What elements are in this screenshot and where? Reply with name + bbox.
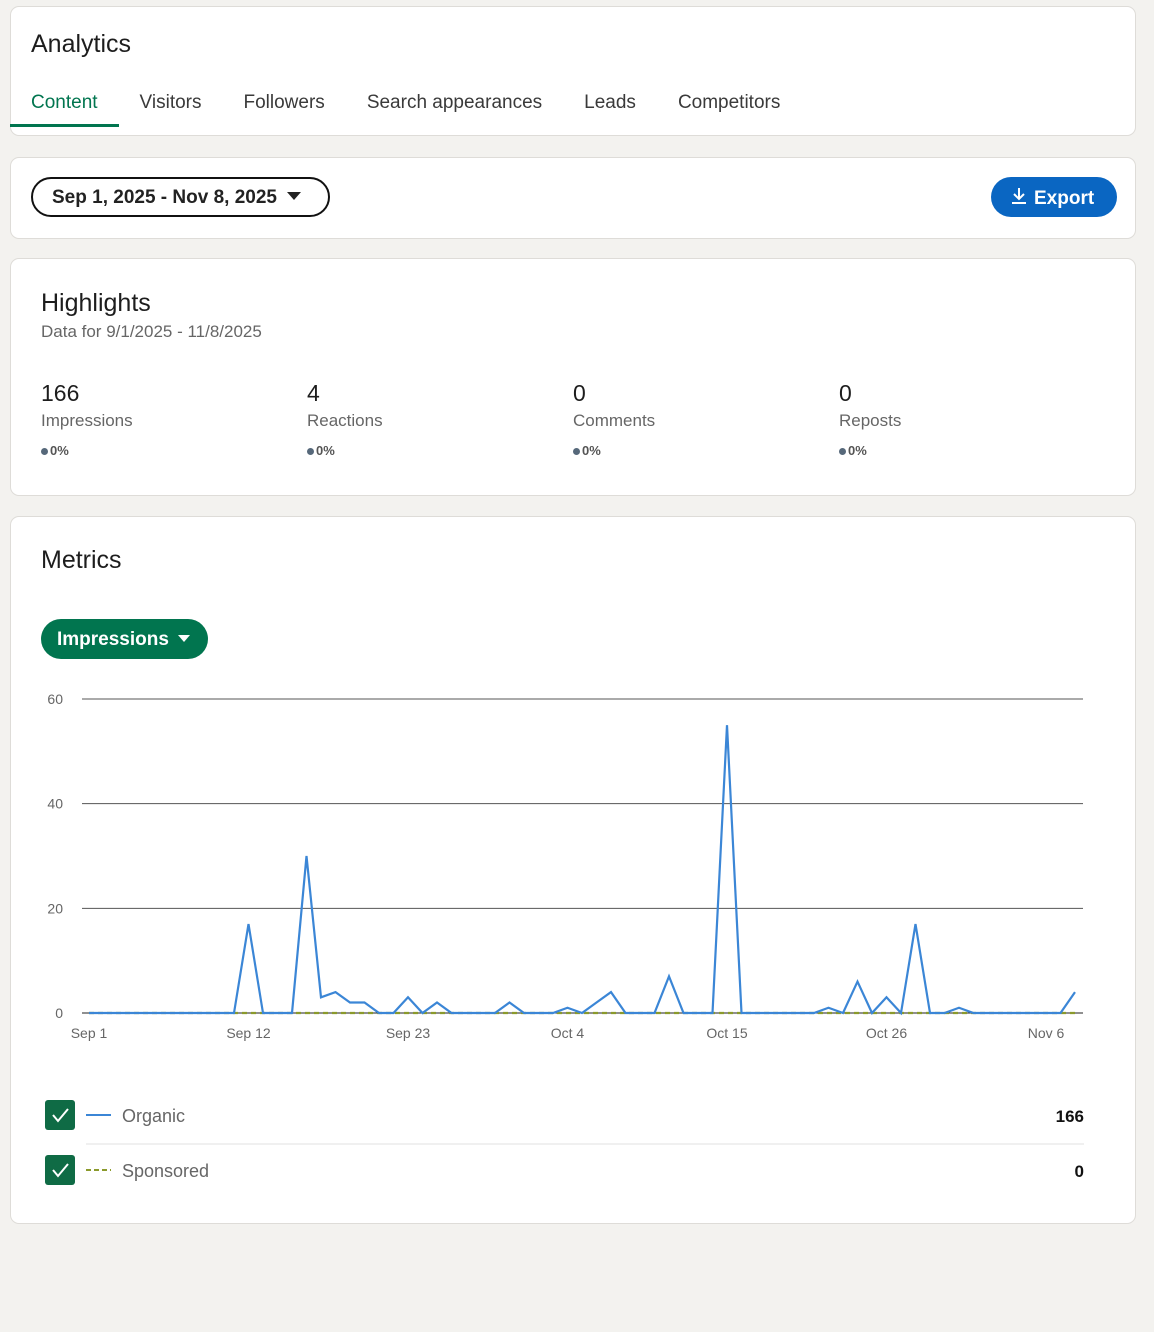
- dot: [307, 448, 314, 455]
- stat-change: 0%: [41, 443, 301, 458]
- change-text: 0%: [50, 443, 69, 458]
- dot: [573, 448, 580, 455]
- y-tick-label: 60: [47, 691, 63, 707]
- stat: 166 Impressions 0%: [41, 380, 301, 458]
- check-icon: [52, 1108, 69, 1123]
- x-tick-label: Sep 1: [71, 1025, 108, 1041]
- change-text: 0%: [848, 443, 867, 458]
- stat: 0 Comments 0%: [573, 380, 833, 458]
- legend-checkbox[interactable]: [45, 1155, 75, 1185]
- date-range-button[interactable]: Sep 1, 2025 - Nov 8, 2025: [31, 177, 330, 217]
- legend-checkbox[interactable]: [45, 1100, 75, 1130]
- metric-label: Impressions: [57, 629, 169, 650]
- stat-value: 4: [307, 380, 320, 406]
- metrics-title: Metrics: [41, 546, 122, 574]
- header-card: [10, 6, 1136, 136]
- legend-name: Sponsored: [122, 1161, 209, 1181]
- y-tick-label: 40: [47, 796, 63, 812]
- x-tick-label: Nov 6: [1028, 1025, 1065, 1041]
- tab[interactable]: Competitors: [677, 92, 781, 113]
- export-button[interactable]: Export: [991, 177, 1117, 217]
- x-tick-label: Sep 23: [386, 1025, 431, 1041]
- x-tick-label: Sep 12: [226, 1025, 271, 1041]
- page-title: Analytics: [31, 30, 132, 58]
- x-tick-label: Oct 26: [866, 1025, 907, 1041]
- date-range-text: Sep 1, 2025 - Nov 8, 2025: [52, 187, 277, 208]
- legend-total: 0: [1075, 1162, 1084, 1181]
- y-tick-label: 20: [47, 900, 63, 916]
- tab[interactable]: Followers: [243, 92, 325, 113]
- highlights-title: Highlights: [41, 289, 151, 317]
- change-text: 0%: [316, 443, 335, 458]
- export-label: Export: [1034, 188, 1095, 209]
- stat-label: Reposts: [839, 411, 902, 430]
- caret-icon: [286, 192, 301, 200]
- stat: 0 Reposts 0%: [839, 380, 1099, 458]
- download-icon: [1012, 188, 1026, 204]
- y-tick-label: 0: [55, 1005, 63, 1021]
- change-text: 0%: [582, 443, 601, 458]
- stat-value: 0: [839, 380, 852, 406]
- stat-label: Comments: [573, 411, 656, 430]
- stat-label: Reactions: [307, 411, 383, 430]
- tab[interactable]: Content: [10, 86, 119, 127]
- series-line: [89, 725, 1076, 1016]
- x-tick-label: Oct 15: [706, 1025, 747, 1041]
- metric-dropdown[interactable]: Impressions: [41, 619, 208, 659]
- tab[interactable]: Search appearances: [366, 92, 543, 113]
- legend-name: Organic: [122, 1106, 185, 1126]
- stat-label: Impressions: [41, 411, 133, 430]
- stat-value: 0: [573, 380, 586, 406]
- tab-bar: Content Visitors Followers Search appearanc…: [10, 86, 801, 127]
- check-icon: [52, 1163, 69, 1178]
- stat-change: 0%: [573, 443, 833, 458]
- legend-total: 166: [1056, 1107, 1084, 1126]
- stat-change: 0%: [839, 443, 1099, 458]
- dot: [41, 448, 48, 455]
- x-tick-label: Oct 4: [551, 1025, 585, 1041]
- caret-icon: [177, 635, 190, 642]
- tab[interactable]: Visitors: [139, 92, 202, 113]
- highlights-card: [10, 258, 1136, 496]
- stat: 4 Reactions 0%: [307, 380, 567, 458]
- highlights-subtitle: Data for 9/1/2025 - 11/8/2025: [41, 322, 262, 341]
- stat-change: 0%: [307, 443, 567, 458]
- stat-value: 166: [41, 380, 80, 406]
- tab[interactable]: Leads: [584, 92, 636, 113]
- toolbar-card: [10, 157, 1136, 239]
- dot: [839, 448, 846, 455]
